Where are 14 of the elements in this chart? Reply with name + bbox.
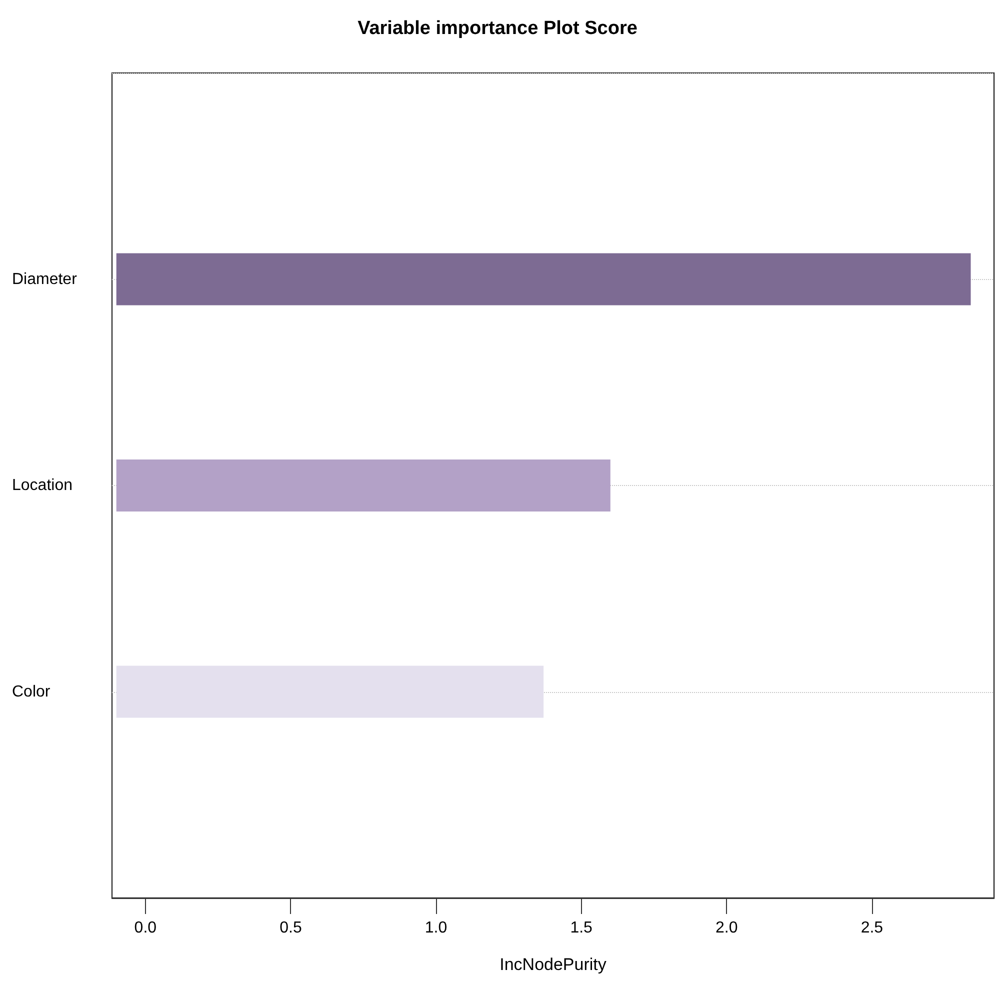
y-tick-label: Location [12,477,72,494]
x-tick-label: 0.5 [280,920,302,936]
x-tick-label: 1.5 [570,920,593,936]
x-axis-title: IncNodePurity [500,955,607,974]
bar [116,460,610,512]
x-tick-label: 2.5 [860,920,884,936]
y-tick-label: Diameter [12,270,78,288]
bar [116,253,971,306]
chart-title: Variable importance Plot Score [358,18,638,39]
x-tick-label: 0.0 [134,920,157,936]
x-tick-label: 2.0 [716,920,738,936]
y-tick-label: Color [12,683,51,700]
x-tick-label: 1.0 [424,920,448,936]
bar [116,666,544,718]
